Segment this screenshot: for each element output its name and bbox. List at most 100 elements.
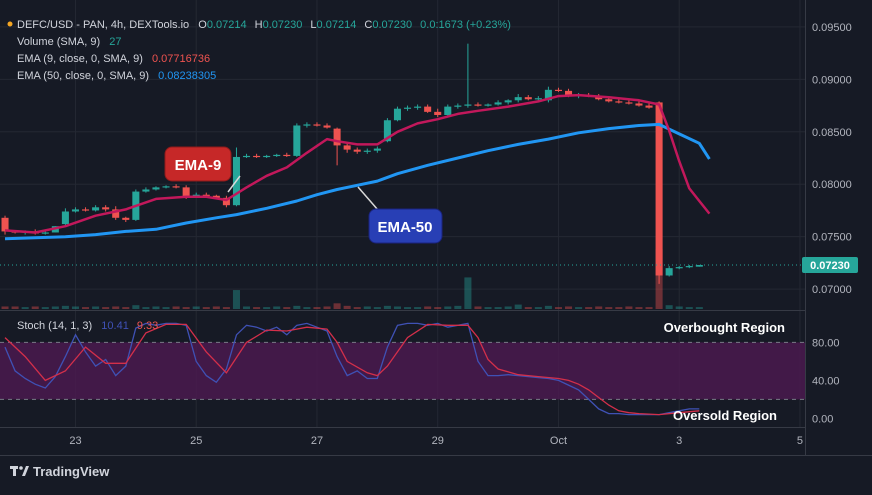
ema9-callout-pointer: [227, 175, 241, 193]
volume-value: 27: [109, 36, 121, 48]
low-value: 0.07214: [317, 19, 357, 31]
brand-text: TradingView: [33, 464, 110, 479]
volume-bar: [122, 307, 130, 309]
candle-body: [695, 264, 703, 267]
volume-bar: [605, 307, 613, 309]
volume-bar: [373, 307, 381, 309]
volume-bar: [343, 305, 351, 309]
ema50-callout-text: EMA-50: [377, 219, 432, 236]
svg-text:DEFC/USD - PAN, 4h, DEXTools.i: DEFC/USD - PAN, 4h, DEXTools.io O0.07214…: [17, 19, 511, 31]
volume-bar: [243, 306, 251, 309]
volume-bar: [544, 305, 552, 309]
volume-bar: [695, 307, 703, 309]
ema50-callout-pointer: [357, 186, 379, 211]
tradingview-logo[interactable]: TradingView: [10, 464, 110, 479]
volume-bar: [102, 307, 110, 309]
price-axis[interactable]: 0.09500 0.09000 0.08500 0.08000 0.07500 0.070…: [812, 22, 852, 296]
ema9-callout: EMA-9: [164, 146, 241, 193]
candle-body: [152, 187, 160, 190]
volume-bar: [595, 306, 603, 309]
price-tick-label: 0.07500: [812, 232, 852, 244]
ema50-line: [4, 122, 711, 241]
open-value: 0.07214: [207, 19, 247, 31]
candle-body: [102, 207, 110, 210]
volume-bar: [1, 306, 9, 309]
stoch-tick-label: 0.00: [812, 413, 833, 425]
volume-bar: [182, 307, 190, 309]
candle-body: [182, 187, 190, 197]
high-label: H: [255, 19, 263, 31]
volume-bar: [675, 306, 683, 309]
candle-body: [494, 102, 502, 105]
candle-body: [534, 98, 542, 100]
candle-body: [353, 149, 361, 152]
candle-body: [615, 101, 623, 103]
price-tick-label: 0.09500: [812, 22, 852, 34]
tradingview-icon: [10, 466, 29, 476]
ema-lines: [4, 93, 711, 241]
candle-body: [212, 195, 220, 198]
volume-bar: [61, 305, 69, 309]
overbought-label: Overbought Region: [664, 320, 785, 335]
current-price-text: 0.07230: [810, 260, 850, 272]
time-tick-label: 25: [190, 435, 202, 447]
stoch-d-line: [4, 323, 700, 416]
volume-bar: [132, 305, 140, 309]
stoch-tick-label: 80.00: [812, 337, 840, 349]
volume-bar: [585, 307, 593, 309]
volume-bar: [273, 306, 281, 309]
candle-body: [333, 128, 341, 146]
candle-body: [323, 125, 331, 128]
price-tick-label: 0.09000: [812, 74, 852, 86]
volume-bar: [51, 306, 59, 309]
volume-bar: [71, 306, 79, 309]
volume-bar: [11, 306, 19, 309]
candle-body: [373, 148, 381, 151]
stoch-band-fill: [0, 342, 805, 400]
high-value: 0.07230: [263, 19, 303, 31]
volume-bar: [283, 307, 291, 309]
volume-bar: [212, 306, 220, 309]
open-label: O: [198, 19, 207, 31]
volume-bar: [142, 307, 150, 309]
candle-body: [243, 155, 251, 158]
volume-bar: [303, 307, 311, 309]
volume-bar: [474, 306, 482, 309]
stoch-k-line: [4, 322, 700, 416]
candle-body: [162, 186, 170, 188]
volume-bar: [444, 306, 452, 309]
candle-body: [293, 125, 301, 156]
time-axis[interactable]: 23 25 27 29 Oct 3 5: [69, 435, 803, 447]
candle-body: [625, 102, 633, 104]
status-dot-icon: [7, 21, 13, 27]
volume-bar: [192, 306, 200, 309]
volume-bar: [253, 307, 261, 309]
volume-bar: [514, 304, 522, 309]
candle-body: [605, 99, 613, 102]
svg-text:EMA (9, close, 0, SMA, 9): EMA (9, close, 0, SMA, 9) 0.07716736: [17, 53, 210, 65]
volume-bar: [222, 307, 230, 309]
volume-bar: [162, 307, 170, 309]
volume-bar: [424, 306, 432, 309]
candle-body: [675, 267, 683, 269]
candle-body: [544, 89, 552, 101]
low-label: L: [310, 19, 316, 31]
stoch-k-value: 10.41: [101, 320, 129, 332]
close-value: 0.07230: [372, 19, 412, 31]
stoch-label: Stoch (14, 1, 3): [17, 320, 92, 332]
ema9-value: 0.07716736: [152, 53, 210, 65]
svg-text:EMA (50, close, 0, SMA, 9): EMA (50, close, 0, SMA, 9) 0.08238305: [17, 70, 216, 82]
candle-body: [122, 217, 130, 220]
ema9-callout-box: [164, 146, 232, 182]
volume-bar: [454, 305, 462, 309]
volume-bar: [615, 307, 623, 309]
stoch-axis[interactable]: 80.00 40.00 0.00: [812, 337, 840, 425]
candle-body: [655, 102, 663, 276]
volume-bar: [625, 306, 633, 309]
candle-body: [434, 111, 442, 115]
volume-bar: [414, 307, 422, 309]
volume-bar: [41, 307, 49, 309]
volume-bar: [575, 307, 583, 309]
